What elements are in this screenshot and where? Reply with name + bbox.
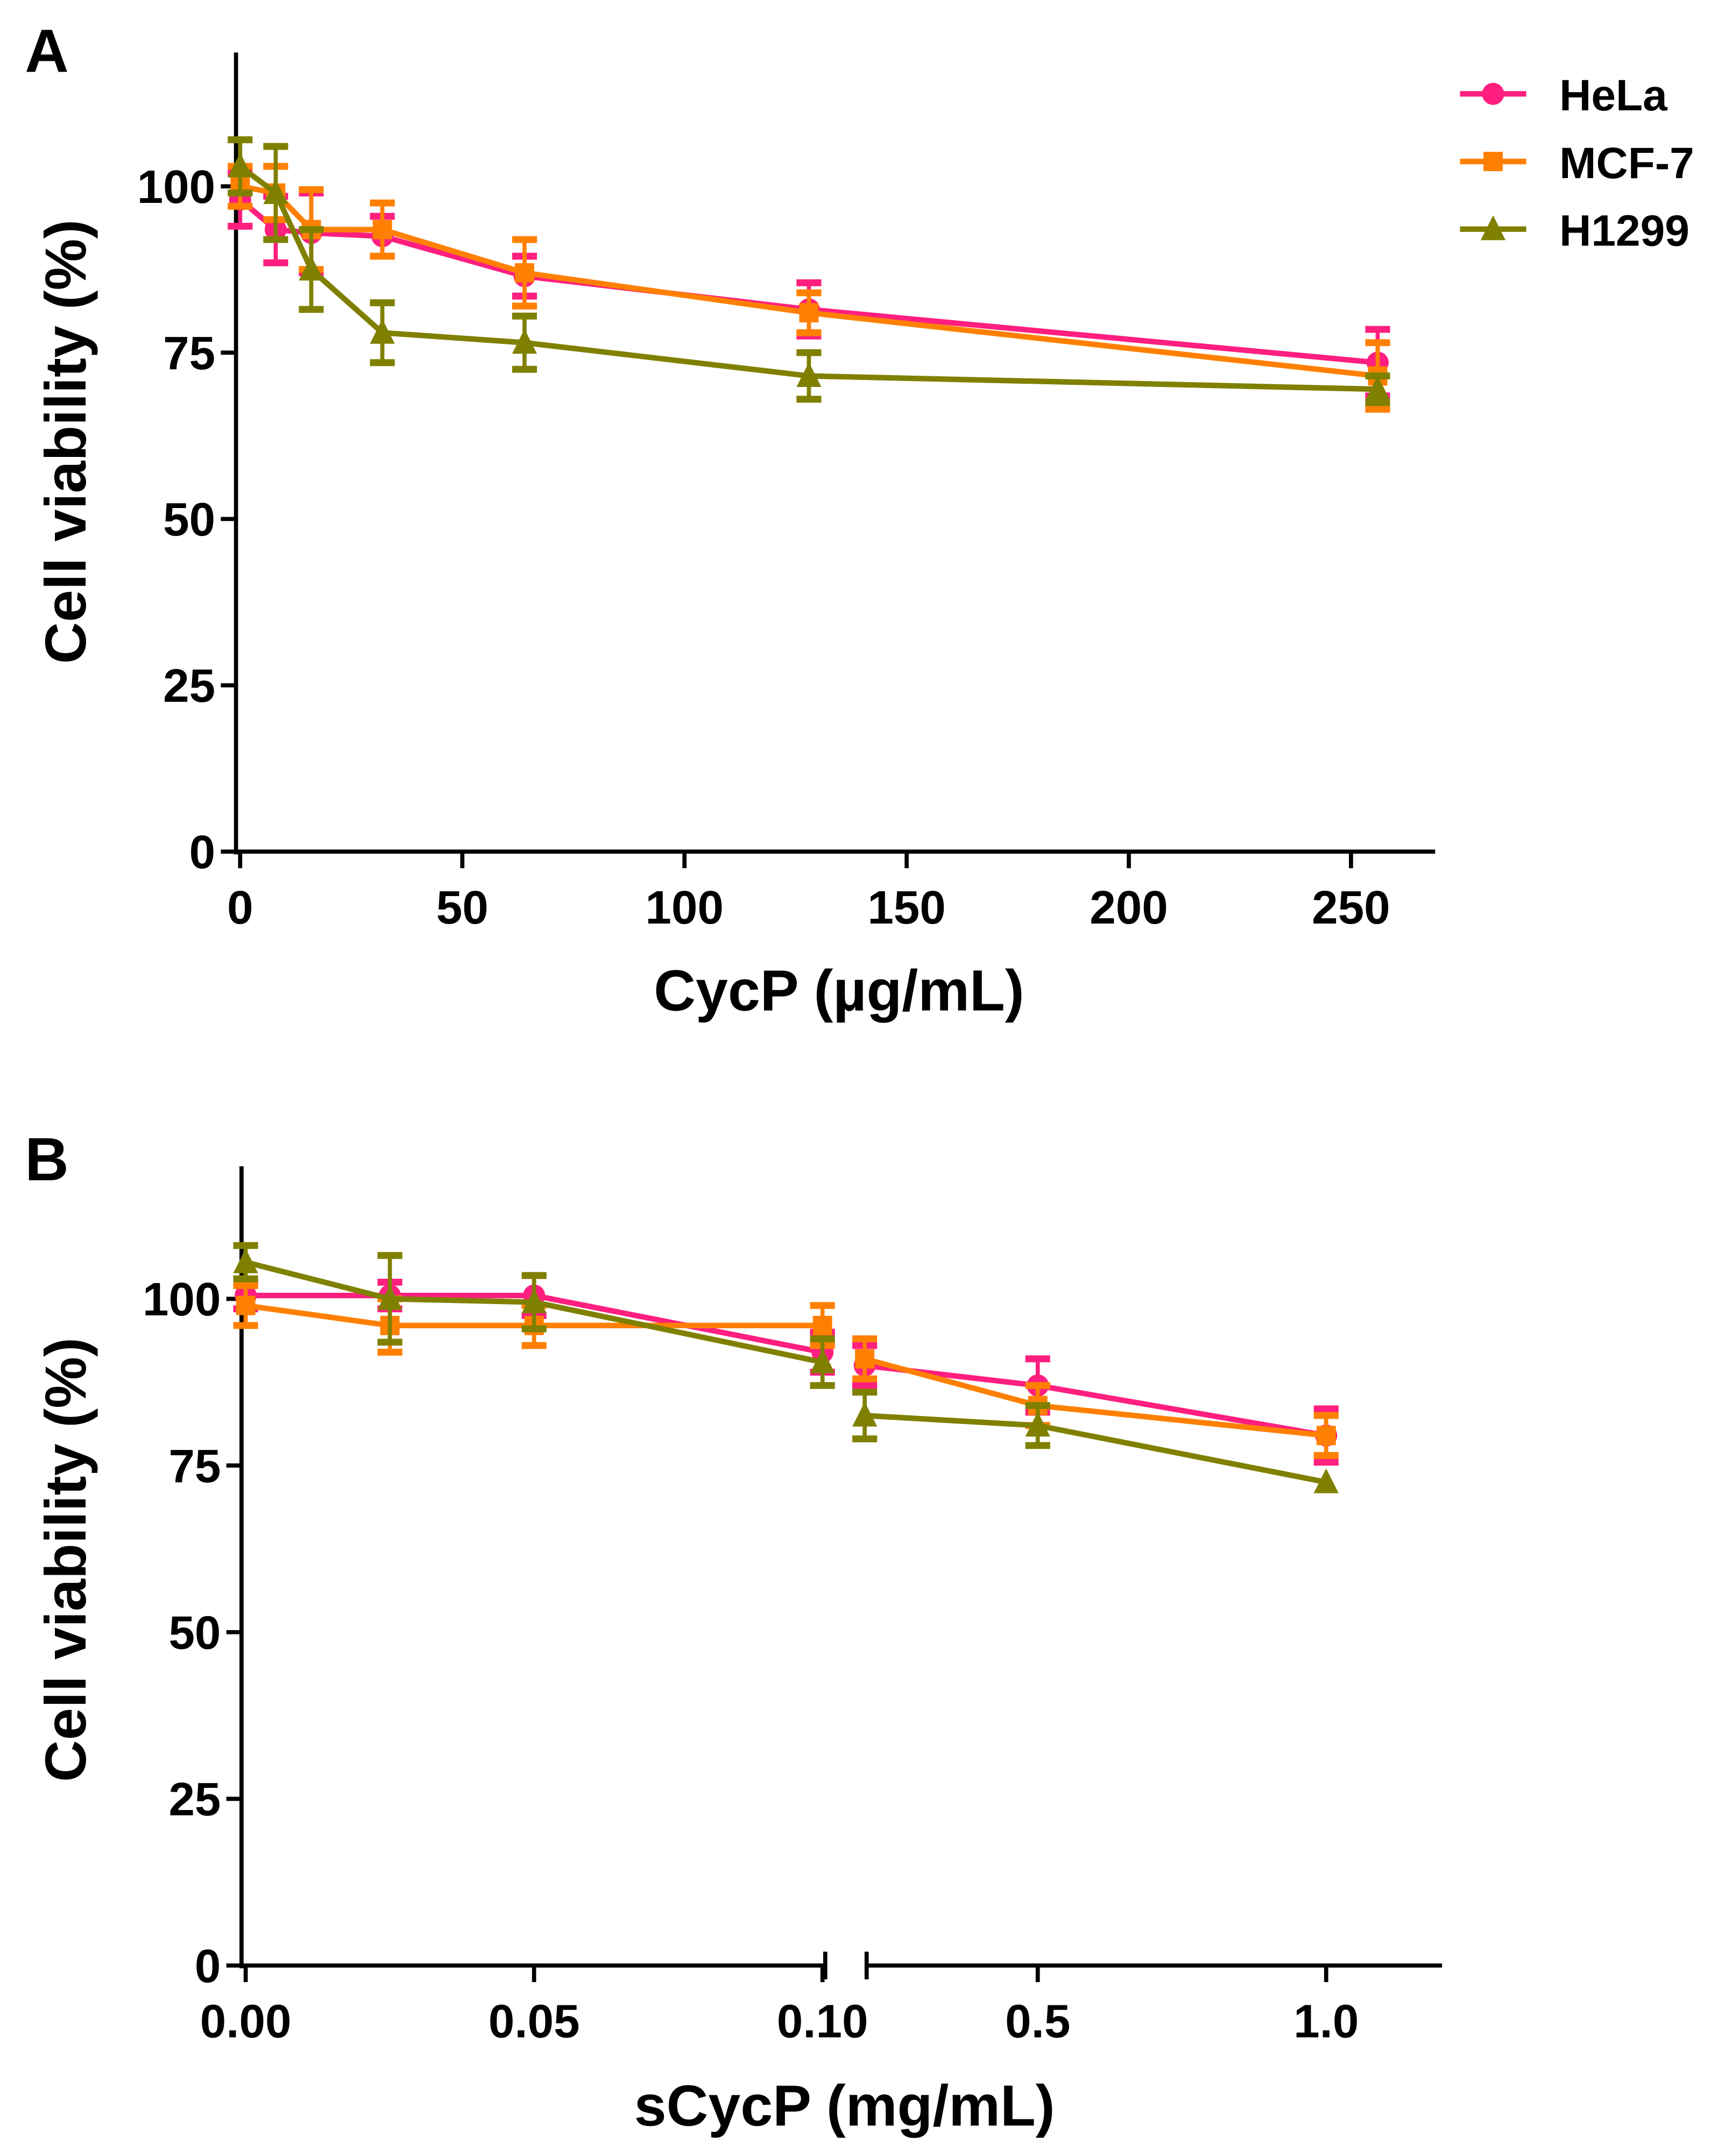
data-point-h1299-b: [1313, 1468, 1339, 1493]
y-tick-label-a: 75: [163, 327, 215, 379]
data-point-mcf7-b: [812, 1315, 832, 1335]
data-point-h1299-b: [233, 1248, 258, 1273]
plot-layer: 0 25 50 75 100 0 50 100 150 200 250 0 25 50 75 100 0.00 0…: [137, 52, 1694, 2047]
data-point-h1299-a: [1365, 375, 1390, 400]
y-tick-label-a: 0: [189, 826, 216, 878]
data-point-h1299-a: [299, 256, 324, 281]
data-point-mcf7-a: [799, 303, 819, 323]
legend-label-hela: HeLa: [1559, 71, 1668, 120]
legend-marker-hela: [1482, 82, 1504, 105]
data-point-mcf7-b: [855, 1349, 875, 1369]
x-tick-label-a: 100: [645, 882, 723, 934]
data-point-mcf7-b: [236, 1295, 256, 1315]
x-tick-label-a: 200: [1090, 882, 1168, 934]
y-tick-label-b: 100: [143, 1273, 221, 1326]
data-point-h1299-a: [370, 319, 395, 344]
y-tick-label-b: 25: [168, 1773, 221, 1826]
data-point-h1299-a: [796, 362, 822, 387]
x-axis-label-b: sCycP (mg/mL): [634, 2073, 1055, 2138]
y-tick-label-a: 100: [137, 161, 215, 213]
data-point-h1299-b: [377, 1285, 402, 1310]
y-axis-label-a: Cell viability (%): [33, 220, 98, 664]
x-tick-label-a: 50: [436, 882, 489, 934]
data-point-h1299-b: [521, 1288, 547, 1314]
y-tick-label-a: 25: [163, 660, 215, 712]
y-tick-label-b: 50: [168, 1607, 221, 1659]
data-point-h1299-b: [810, 1348, 835, 1373]
legend-label-mcf7: MCF-7: [1559, 139, 1694, 188]
data-point-mcf7-a: [514, 263, 534, 283]
data-point-h1299-a: [228, 152, 253, 178]
legend-label-h1299: H1299: [1559, 207, 1689, 256]
legend-marker-h1299: [1480, 215, 1506, 241]
y-tick-label-b: 75: [168, 1440, 221, 1492]
legend-marker-mcf7: [1483, 152, 1503, 172]
x-tick-label-b: 0.5: [1005, 1995, 1070, 2047]
y-axis-label-b: Cell viability (%): [33, 1337, 98, 1782]
panel-label-b: B: [25, 1125, 68, 1193]
y-tick-label-b: 0: [195, 1940, 221, 1992]
x-axis-label-a: CycP (µg/mL): [654, 957, 1024, 1023]
y-tick-label-a: 50: [163, 494, 215, 546]
data-point-mcf7-a: [372, 220, 392, 239]
x-tick-label-b: 0.10: [777, 1995, 868, 2047]
data-point-h1299-a: [263, 179, 288, 205]
x-tick-label-a: 150: [867, 882, 945, 934]
data-point-h1299-b: [1025, 1412, 1050, 1437]
x-tick-label-b: 0.00: [200, 1995, 292, 2047]
data-point-mcf7-b: [1316, 1426, 1336, 1446]
series-line-mcf7-b: [245, 1302, 823, 1329]
x-tick-label-a: 0: [227, 882, 253, 934]
x-tick-label-a: 250: [1312, 882, 1390, 934]
x-tick-label-b: 1.0: [1293, 1995, 1359, 2047]
data-point-h1299-b: [852, 1401, 878, 1427]
x-tick-label-b: 0.05: [489, 1995, 580, 2047]
series-line-h1299-b: [245, 1259, 823, 1365]
panel-label-a: A: [25, 17, 68, 84]
data-point-h1299-a: [512, 329, 537, 354]
